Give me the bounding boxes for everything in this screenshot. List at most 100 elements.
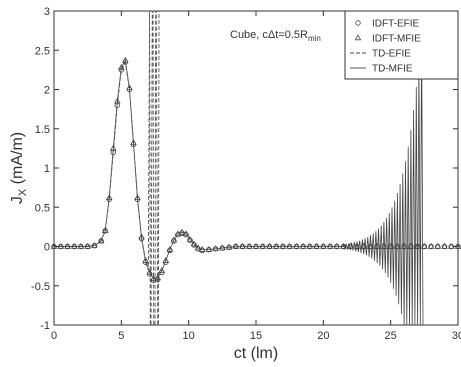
annotation-main: Cube, cΔt=0.5R	[230, 29, 308, 41]
point-idft-mfie	[299, 242, 307, 249]
point-idft-mfie	[252, 242, 260, 249]
point-idft-mfie	[118, 63, 125, 70]
y-tick-label-6: 2	[44, 85, 50, 97]
legend-entry-td-mfie: TD-MFIE	[350, 64, 413, 75]
y-axis-label-sub: X	[17, 188, 29, 196]
point-idft-mfie	[286, 242, 293, 249]
legend-entries: IDFT-EFIE IDFT-MFIE TD-EFIE TD-MFIE	[350, 19, 421, 75]
legend-entry-idft-efie: IDFT-EFIE	[355, 19, 420, 30]
legend-swatch-circle	[355, 20, 361, 26]
point-idft-mfie	[272, 242, 280, 249]
x-tick-label-4: 20	[317, 330, 329, 342]
legend-label: IDFT-EFIE	[372, 19, 420, 30]
point-idft-mfie	[259, 242, 267, 249]
legend-entry-idft-mfie: IDFT-MFIE	[354, 34, 421, 45]
x-tick-label-2: 10	[183, 330, 195, 342]
point-idft-mfie	[434, 242, 442, 249]
x-tick-label-3: 15	[250, 330, 262, 342]
point-idft-mfie	[360, 242, 368, 249]
point-idft-mfie	[333, 242, 341, 249]
point-idft-mfie	[320, 242, 327, 249]
legend-label: TD-EFIE	[372, 49, 411, 60]
y-tick-label-1: -0.5	[31, 281, 50, 293]
axis-layer: 0 5 10 15 20 25 30 -1 -0.5 0 0.5 1 1.5 2 2.5 3	[31, 6, 461, 342]
point-idft-mfie	[109, 144, 117, 151]
point-idft-mfie	[178, 228, 186, 235]
point-idft-mfie	[225, 243, 233, 250]
x-axis-label: ct (lm)	[234, 345, 278, 362]
y-tick-label-2: 0	[44, 242, 50, 254]
x-tick-label-5: 25	[385, 330, 397, 342]
x-tick-label-1: 5	[118, 330, 124, 342]
point-idft-mfie	[380, 242, 388, 249]
y-tick-label-4: 1	[44, 163, 50, 175]
chart-annotation: Cube, cΔt=0.5Rmin	[230, 29, 321, 43]
point-idft-mfie	[114, 97, 121, 104]
y-axis-label-unit: (mA/m)	[9, 132, 26, 189]
point-idft-mfie	[154, 274, 161, 281]
point-idft-efie	[118, 67, 125, 73]
point-idft-mfie	[266, 242, 273, 249]
point-idft-mfie	[158, 267, 166, 274]
point-idft-mfie	[97, 237, 105, 244]
point-idft-mfie	[219, 244, 226, 251]
legend: IDFT-EFIE IDFT-MFIE TD-EFIE TD-MFIE	[344, 10, 459, 80]
point-idft-mfie	[239, 242, 246, 249]
point-idft-mfie	[150, 275, 157, 281]
point-idft-mfie	[190, 240, 198, 247]
point-idft-mfie	[101, 227, 109, 234]
point-idft-mfie	[340, 242, 347, 249]
point-idft-mfie	[194, 244, 202, 251]
point-idft-mfie	[367, 242, 374, 249]
point-idft-mfie	[212, 245, 219, 252]
point-idft-mfie	[400, 242, 408, 249]
legend-entry-td-efie: TD-EFIE	[350, 49, 411, 60]
x-tick-label-0: 0	[51, 330, 57, 342]
legend-label: IDFT-MFIE	[372, 34, 421, 45]
point-idft-mfie	[138, 233, 145, 240]
y-tick-label-5: 1.5	[35, 124, 50, 136]
point-idft-mfie	[205, 246, 213, 252]
svg-text:JX (mA/m): JX (mA/m)	[9, 132, 29, 204]
point-idft-mfie	[174, 230, 182, 237]
point-idft-mfie	[427, 242, 435, 249]
annotation-sub: min	[308, 34, 321, 43]
point-idft-mfie	[421, 242, 428, 249]
point-idft-mfie	[293, 242, 300, 249]
point-idft-mfie	[142, 257, 149, 263]
legend-swatch-triangle	[354, 34, 362, 41]
point-idft-mfie	[105, 194, 113, 201]
point-idft-mfie	[414, 242, 421, 249]
series-layer	[50, 10, 461, 326]
legend-label: TD-MFIE	[372, 64, 413, 75]
point-idft-mfie	[84, 242, 91, 249]
x-tick-label-6: 30	[452, 330, 461, 342]
y-tick-label-7: 2.5	[35, 45, 50, 57]
point-idft-mfie	[232, 242, 240, 249]
y-tick-label-8: 3	[44, 6, 50, 18]
point-idft-mfie	[122, 56, 129, 63]
point-idft-mfie	[77, 242, 85, 249]
point-idft-mfie	[394, 242, 401, 249]
point-idft-mfie	[313, 242, 320, 249]
point-idft-mfie	[326, 242, 334, 249]
y-tick-label-3: 0.5	[35, 202, 50, 214]
point-idft-mfie	[186, 235, 194, 242]
y-axis-label: JX (mA/m)	[9, 132, 29, 204]
point-idft-mfie	[407, 242, 415, 249]
point-idft-mfie	[441, 242, 448, 249]
point-idft-mfie	[245, 242, 253, 249]
point-idft-mfie	[346, 242, 354, 249]
point-idft-mfie	[64, 242, 71, 249]
point-idft-mfie	[353, 242, 361, 249]
point-idft-mfie	[182, 230, 190, 237]
point-idft-mfie	[134, 194, 141, 201]
point-idft-mfie	[70, 242, 78, 249]
point-idft-mfie	[91, 242, 98, 248]
point-idft-mfie	[447, 242, 455, 249]
point-idft-mfie	[279, 242, 287, 249]
point-idft-mfie	[166, 246, 174, 252]
point-idft-mfie	[387, 242, 394, 249]
point-idft-mfie	[146, 268, 153, 275]
